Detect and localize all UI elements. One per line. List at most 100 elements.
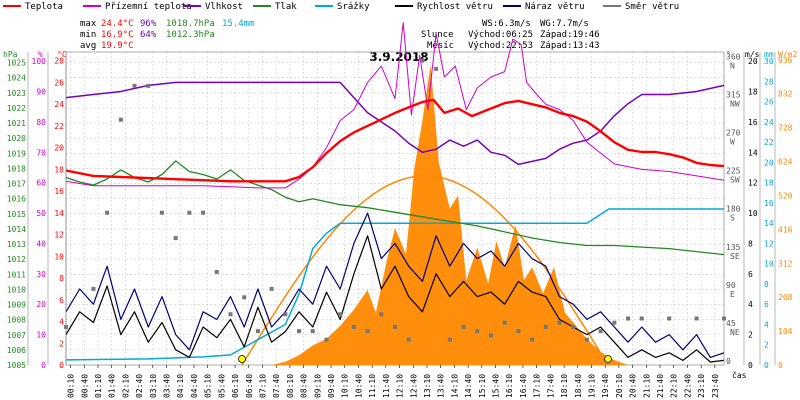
- tick-wind: 12: [748, 179, 758, 188]
- x-tick-label: 18:40: [574, 374, 583, 398]
- tick-wind: 2: [748, 331, 753, 340]
- sun-label: Slunce: [421, 30, 454, 40]
- series-line-vlhkost: [65, 81, 725, 166]
- stat-min-press: 1012.3hPa: [166, 30, 215, 40]
- tick-wind: 4: [748, 300, 753, 309]
- x-tick-label: 13:40: [437, 374, 446, 398]
- stat-min-label: min: [80, 30, 96, 40]
- tick-pressure: 1025: [7, 59, 26, 68]
- wind-direction-point: [159, 210, 164, 215]
- tick-humidity: 40: [36, 239, 46, 248]
- tick-rain: 22: [764, 138, 774, 147]
- wind-direction-point: [461, 324, 466, 329]
- tick-humidity: 30: [36, 270, 46, 279]
- tick-direction: 45: [726, 319, 736, 328]
- wind-direction-point: [324, 337, 329, 342]
- x-tick-label: 16:40: [519, 374, 528, 398]
- left-axes: 1005100610071008100910101011101210131014…: [7, 52, 67, 370]
- tick-rain: 10: [764, 260, 774, 269]
- x-tick-label: 19:40: [601, 374, 610, 398]
- wind-direction-point: [571, 324, 576, 329]
- wind-direction-point: [201, 210, 206, 215]
- wind-direction-point: [694, 316, 699, 321]
- tick-pressure: 1010: [7, 285, 26, 294]
- legend-label-rychlost-vetru: Rychlost větru: [417, 2, 493, 12]
- tick-pressure: 1020: [7, 134, 26, 143]
- wind-direction-point: [187, 210, 192, 215]
- x-tick-label: 07:40: [272, 374, 281, 398]
- x-tick-label: 05:10: [204, 374, 213, 398]
- x-tick-label: 14:10: [450, 374, 459, 398]
- x-tick-label: 14:40: [464, 374, 473, 398]
- wind-direction-point: [297, 329, 302, 334]
- wind-direction-point: [598, 329, 603, 334]
- tick-pressure: 1016: [7, 195, 26, 204]
- sunrise-marker: [238, 355, 246, 363]
- legend-label-naraz-vetru: Náraz větru: [525, 2, 585, 12]
- x-tick-label: 10:10: [341, 374, 350, 398]
- x-tick-label: 10:40: [354, 374, 363, 398]
- axis-unit-degc: °C: [57, 50, 67, 59]
- tick-humidity: 70: [36, 148, 46, 157]
- stat-max-rain: 15.4mm: [222, 19, 255, 29]
- x-tick-label: 09:40: [327, 374, 336, 398]
- tick-direction: 90: [726, 281, 736, 290]
- legend-label-vlhkost: Vlhkost: [205, 2, 243, 12]
- tick-pressure: 1023: [7, 89, 26, 98]
- tick-direction-compass: W: [730, 138, 735, 147]
- tick-humidity: 90: [36, 88, 46, 97]
- axis-unit-mm: mm: [764, 50, 774, 59]
- wind-direction-point: [420, 58, 425, 63]
- tick-direction: 315: [726, 91, 741, 100]
- tick-humidity: 100: [32, 57, 47, 66]
- tick-humidity: 80: [36, 118, 46, 127]
- wind-direction-point: [269, 286, 274, 291]
- wind-direction-point: [283, 312, 288, 317]
- x-tick-label: 07:10: [258, 374, 267, 398]
- x-tick-label: 08:40: [300, 374, 309, 398]
- stat-max-label: max: [80, 19, 97, 29]
- tick-temperature: 24: [54, 100, 64, 109]
- axis-unit-deg: °: [726, 50, 731, 59]
- tick-rain: 6: [764, 300, 769, 309]
- x-tick-label: 08:10: [286, 374, 295, 398]
- wind-speed-info: WS:6.3m/s: [482, 19, 531, 29]
- tick-solar: 936: [778, 56, 793, 65]
- wind-direction-point: [530, 337, 535, 342]
- tick-rain: 0: [764, 361, 769, 370]
- tick-temperature: 22: [54, 122, 64, 131]
- legend-label-tlak: Tlak: [275, 2, 297, 12]
- tick-rain: 24: [764, 118, 774, 127]
- tick-direction: 135: [726, 243, 741, 252]
- series-line-rychlost-vetru: [65, 235, 725, 363]
- tick-temperature: 16: [54, 187, 64, 196]
- tick-pressure: 1015: [7, 210, 26, 219]
- tick-temperature: 12: [54, 231, 64, 240]
- stat-min-hum: 64%: [140, 30, 157, 40]
- tick-solar: 312: [778, 259, 793, 268]
- tick-wind: 10: [748, 209, 758, 218]
- wind-direction-point: [393, 324, 397, 329]
- x-tick-label: 15:40: [492, 374, 501, 398]
- x-tick-label: 15:10: [478, 374, 487, 398]
- wind-direction-point: [502, 320, 507, 325]
- stats-block: max 24.4°C 96% 1018.7hPa 15.4mm min 16.9…: [80, 19, 255, 51]
- moon-set: Západ:13:43: [540, 41, 600, 51]
- tick-direction: 225: [726, 167, 741, 176]
- x-tick-label: 06:10: [231, 374, 240, 398]
- x-tick-label: 04:10: [176, 374, 185, 398]
- tick-rain: 20: [764, 158, 774, 167]
- tick-rain: 26: [764, 98, 774, 107]
- axis-unit-ms: m/s: [745, 50, 760, 59]
- tick-direction-compass: SW: [730, 176, 740, 185]
- tick-temperature: 26: [54, 78, 64, 87]
- tick-direction: 270: [726, 129, 741, 138]
- stat-avg-label: avg: [80, 41, 96, 51]
- x-tick-label: 16:10: [505, 374, 514, 398]
- legend: Teplota Přízemní teplota Vlhkost Tlak Sr…: [3, 2, 679, 12]
- tick-direction-compass: NW: [730, 100, 740, 109]
- x-tick-label: 05:40: [217, 374, 226, 398]
- tick-direction-compass: SE: [730, 252, 740, 261]
- tick-pressure: 1013: [7, 240, 26, 249]
